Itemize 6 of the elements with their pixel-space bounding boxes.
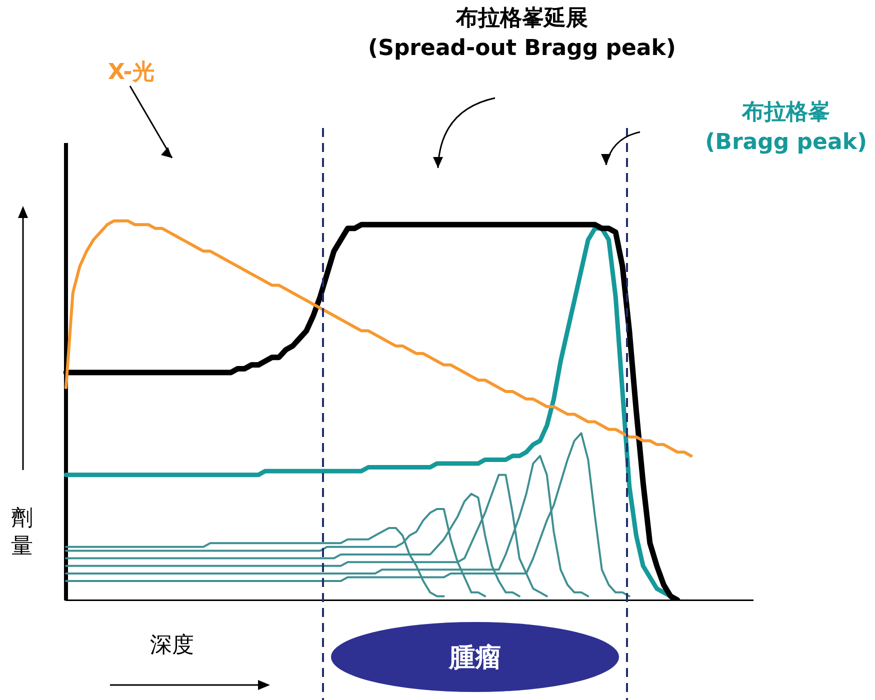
text: 布拉格峯 (Bragg peak) bbox=[705, 99, 867, 157]
text: X-光 bbox=[108, 59, 154, 87]
x-axis-title: 深度 bbox=[150, 632, 194, 660]
text: 腫瘤 bbox=[449, 642, 501, 675]
y-axis-title: 劑量 bbox=[11, 505, 34, 560]
text: 布拉格峯延展 (Spread-out Bragg peak) bbox=[368, 5, 676, 63]
